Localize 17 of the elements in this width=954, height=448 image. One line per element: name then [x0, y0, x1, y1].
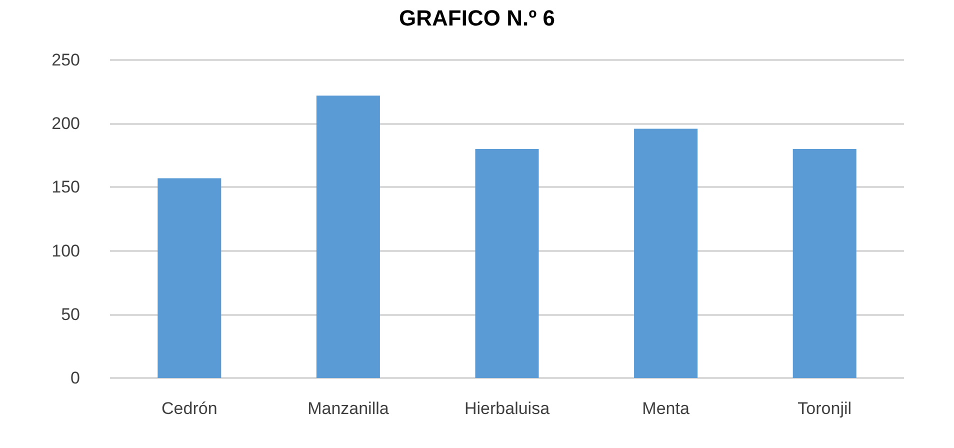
- x-tick-label: Manzanilla: [308, 399, 390, 418]
- bar: [475, 149, 539, 378]
- bar: [158, 178, 222, 378]
- y-tick-label: 0: [70, 368, 80, 388]
- bar: [316, 96, 380, 378]
- y-tick-label: 200: [52, 114, 80, 134]
- x-tick-label: Cedrón: [162, 399, 218, 418]
- bar: [792, 149, 856, 378]
- x-tick-label: Toronjil: [798, 399, 852, 418]
- chart-title: GRAFICO N.º 6: [399, 6, 555, 30]
- x-tick-label: Hierbaluisa: [464, 399, 550, 418]
- y-tick-label: 150: [52, 178, 80, 197]
- bar: [634, 128, 698, 378]
- y-tick-label: 250: [52, 50, 80, 70]
- y-tick-label: 50: [61, 304, 80, 324]
- y-tick-label: 100: [52, 241, 80, 260]
- x-tick-label: Menta: [642, 399, 690, 418]
